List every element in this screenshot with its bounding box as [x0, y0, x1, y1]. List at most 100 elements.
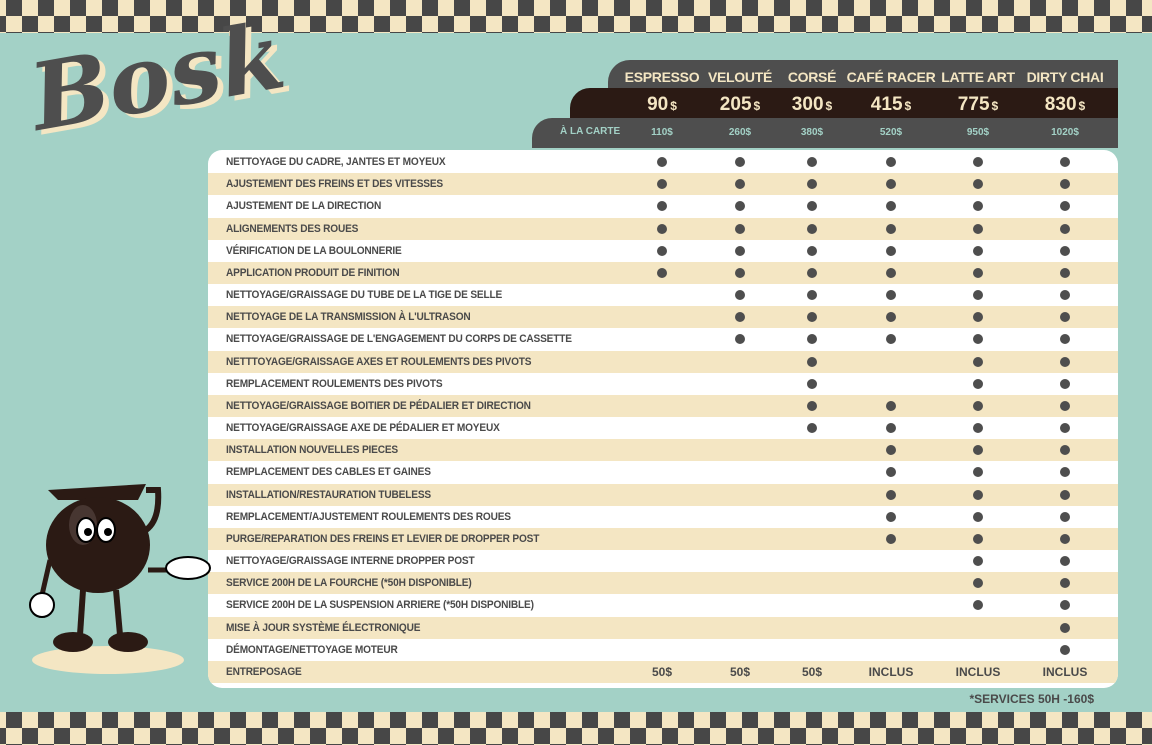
package-prices-band: [570, 88, 1118, 120]
included-dot-icon: [657, 245, 667, 256]
included-dot-icon: [886, 290, 896, 301]
included-dot-icon: [735, 157, 745, 167]
service-price: 50$: [651, 664, 673, 679]
included-dot-icon: [973, 533, 983, 544]
included-dot-icon: [886, 334, 896, 345]
price-value: 205: [719, 94, 752, 115]
price-value: 300: [791, 94, 824, 115]
included-dot-icon: [807, 334, 817, 345]
included-dot-icon: [973, 600, 983, 611]
included-dot-icon: [807, 245, 817, 256]
included-dot-icon: [1060, 356, 1070, 367]
included-dot-icon: [1060, 600, 1070, 611]
included-dot-icon: [807, 179, 817, 190]
included-dot-icon: [886, 157, 896, 167]
included-dot-icon: [973, 201, 983, 212]
service-row: NETTOYAGE DE LA TRANSMISSION À L'ULTRASO…: [208, 306, 1118, 329]
included-dot-icon: [1060, 489, 1070, 500]
price-value: 775: [957, 94, 990, 115]
service-row: NETTTOYAGE/GRAISSAGE AXES ET ROULEMENTS …: [208, 350, 1118, 373]
package-price: 830 $: [1045, 94, 1085, 116]
service-label: AJUSTEMENT DES FREINS ET DES VITESSES: [226, 178, 444, 191]
service-row: NETTOYAGE/GRAISSAGE INTERNE DROPPER POST: [208, 550, 1118, 572]
service-label: DÉMONTAGE/NETTOYAGE MOTEUR: [226, 643, 398, 656]
included-dot-icon: [735, 334, 745, 345]
included-dot-icon: [657, 179, 667, 190]
included-dot-icon: [973, 312, 983, 323]
included-dot-icon: [1060, 201, 1070, 212]
service-row: ENTREPOSAGE 50$ 50$ 50$ INCLUS INCLUS INCLUS: [208, 660, 1118, 684]
included-dot-icon: [973, 578, 983, 589]
included-dot-icon: [735, 223, 745, 234]
included-dot-icon: [735, 312, 745, 323]
service-label: NETTTOYAGE/GRAISSAGE AXES ET ROULEMENTS …: [226, 355, 532, 368]
service-label: NETTOYAGE DE LA TRANSMISSION À L'ULTRASO…: [226, 311, 471, 324]
alacarte-prices-band: [532, 118, 1118, 148]
package-price: 205 $: [720, 94, 760, 116]
service-row: PURGE/REPARATION DES FREINS ET LEVIER DE…: [208, 527, 1118, 551]
service-label: ENTREPOSAGE: [226, 665, 302, 678]
service-row: SERVICE 200H DE LA FOURCHE (*50H DISPONI…: [208, 572, 1118, 595]
included-dot-icon: [1060, 533, 1070, 544]
included-dot-icon: [973, 267, 983, 278]
included-dot-icon: [886, 445, 896, 456]
included-dot-icon: [886, 467, 896, 478]
included-dot-icon: [1060, 644, 1070, 655]
included-dot-icon: [1060, 511, 1070, 522]
included-dot-icon: [735, 179, 745, 190]
package-price: 775 $: [958, 94, 998, 116]
service-price: INCLUS: [955, 664, 1001, 679]
included-dot-icon: [1060, 622, 1070, 633]
included-dot-icon: [886, 267, 896, 278]
service-label: APPLICATION PRODUIT DE FINITION: [226, 266, 400, 279]
package-name: ESPRESSO: [624, 69, 700, 85]
included-dot-icon: [973, 445, 983, 456]
included-dot-icon: [886, 489, 896, 500]
service-row: VÉRIFICATION DE LA BOULONNERIE: [208, 240, 1118, 262]
package-names-band: [608, 60, 1118, 90]
service-label: NETTOYAGE/GRAISSAGE DE L'ENGAGEMENT DU C…: [226, 333, 572, 346]
included-dot-icon: [973, 334, 983, 345]
included-dot-icon: [735, 267, 745, 278]
service-label: VÉRIFICATION DE LA BOULONNERIE: [226, 244, 402, 257]
currency-symbol: $: [1078, 99, 1086, 113]
service-label: REMPLACEMENT/AJUSTEMENT ROULEMENTS DES R…: [226, 510, 511, 523]
price-value: 830: [1044, 94, 1077, 115]
footnote: *SERVICES 50H -160$: [969, 692, 1094, 706]
service-label: INSTALLATION NOUVELLES PIECES: [226, 444, 398, 457]
included-dot-icon: [973, 245, 983, 256]
included-dot-icon: [735, 201, 745, 212]
included-dot-icon: [973, 223, 983, 234]
currency-symbol: $: [991, 99, 999, 113]
package-name: VELOUTÉ: [707, 69, 773, 85]
included-dot-icon: [807, 312, 817, 323]
included-dot-icon: [973, 556, 983, 567]
included-dot-icon: [657, 267, 667, 278]
included-dot-icon: [807, 423, 817, 434]
included-dot-icon: [1060, 290, 1070, 301]
included-dot-icon: [657, 201, 667, 212]
package-price: 90 $: [647, 94, 677, 116]
included-dot-icon: [807, 201, 817, 212]
included-dot-icon: [1060, 179, 1070, 190]
service-row: NETTOYAGE/GRAISSAGE DU TUBE DE LA TIGE D…: [208, 284, 1118, 306]
included-dot-icon: [973, 467, 983, 478]
service-price: INCLUS: [1042, 664, 1088, 679]
included-dot-icon: [1060, 400, 1070, 411]
alacarte-price: 260$: [728, 127, 752, 138]
alacarte-label: À LA CARTE: [560, 126, 621, 137]
service-row: INSTALLATION/RESTAURATION TUBELESS: [208, 483, 1118, 506]
service-row: NETTOYAGE/GRAISSAGE DE L'ENGAGEMENT DU C…: [208, 328, 1118, 350]
service-label: NETTOYAGE/GRAISSAGE INTERNE DROPPER POST: [226, 555, 475, 568]
package-price: 415 $: [871, 94, 911, 116]
included-dot-icon: [886, 423, 896, 434]
service-row: NETTOYAGE/GRAISSAGE AXE DE PÉDALIER ET M…: [208, 417, 1118, 439]
service-row: AJUSTEMENT DES FREINS ET DES VITESSES: [208, 173, 1118, 196]
service-price: 50$: [801, 664, 823, 679]
currency-symbol: $: [904, 99, 912, 113]
included-dot-icon: [807, 157, 817, 167]
alacarte-price: 520$: [879, 127, 903, 138]
included-dot-icon: [1060, 378, 1070, 389]
included-dot-icon: [886, 533, 896, 544]
included-dot-icon: [886, 511, 896, 522]
